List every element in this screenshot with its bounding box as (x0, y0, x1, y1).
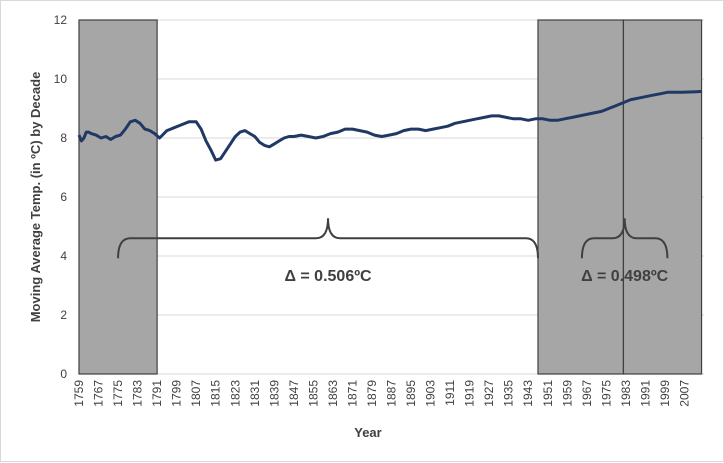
x-tick-label: 1775 (111, 380, 125, 407)
x-tick-label: 1919 (463, 380, 477, 407)
x-tick-label: 1871 (345, 380, 359, 407)
x-tick-label: 1791 (150, 380, 164, 407)
shaded-region-2 (537, 19, 625, 375)
y-tick-label: 6 (60, 190, 67, 204)
x-tick-label: 1903 (424, 380, 438, 407)
x-tick-label: 1799 (170, 380, 184, 407)
shaded-region-1 (78, 19, 158, 375)
x-tick-label: 1983 (619, 380, 633, 407)
series-group (77, 89, 702, 162)
x-tick-label: 1839 (267, 380, 281, 407)
x-tick-label: 1807 (189, 380, 203, 407)
y-tick-label: 0 (60, 367, 67, 381)
x-tick-label: 1975 (599, 380, 613, 407)
x-tick-label: 1999 (658, 380, 672, 407)
y-tick-label: 2 (60, 308, 67, 322)
y-tick-label: 12 (54, 13, 68, 27)
x-tick-label: 1831 (248, 380, 262, 407)
annotation-label-1: Δ = 0.506ºC (284, 268, 372, 285)
x-tick-label: 1855 (306, 380, 320, 407)
x-tick-label: 1959 (560, 380, 574, 407)
x-tick-label: 1911 (443, 380, 457, 406)
annotations-group: Δ = 0.506ºC Δ = 0.498ºC (117, 218, 669, 285)
y-tick-label: 4 (60, 249, 67, 263)
x-tick-label: 1863 (326, 380, 340, 407)
y-tick-label: 10 (54, 72, 68, 86)
y-tick-label: 8 (60, 131, 67, 145)
x-tick-label: 1943 (521, 380, 535, 407)
y-tick-labels: 0 2 4 6 8 10 12 (54, 13, 68, 381)
annotation-brace-2 (580, 218, 669, 259)
x-tick-label: 1823 (228, 380, 242, 407)
x-tick-label: 1967 (580, 380, 594, 407)
y-gridlines (79, 19, 704, 375)
x-tick-label: 1767 (92, 380, 106, 407)
x-tick-label: 1879 (365, 380, 379, 407)
x-tick-label: 1895 (404, 380, 418, 407)
x-axis-title: Year (354, 425, 381, 440)
x-tick-label: 1847 (287, 380, 301, 407)
x-tick-label: 1815 (209, 380, 223, 407)
shaded-region-3 (622, 19, 703, 375)
x-tick-label: 1951 (541, 380, 555, 407)
x-tick-label: 1927 (482, 380, 496, 407)
y-axis-title: Moving Average Temp. (in ºC) by Decade (28, 72, 43, 323)
x-tick-label: 1887 (385, 380, 399, 407)
x-tick-label: 2007 (677, 380, 691, 407)
x-tick-label: 1759 (72, 380, 86, 407)
series-line-1 (77, 89, 702, 162)
x-tick-label: 1935 (502, 380, 516, 407)
annotation-label-2: Δ = 0.498ºC (581, 268, 669, 285)
annotation-brace-1 (117, 218, 539, 259)
x-tick-label: 1783 (131, 380, 145, 407)
x-tick-label: 1991 (638, 380, 652, 407)
x-tick-labels: 1759 1767 1775 1783 1791 1799 1807 1815 1823 1831… (72, 380, 691, 407)
shaded-regions (78, 19, 703, 375)
